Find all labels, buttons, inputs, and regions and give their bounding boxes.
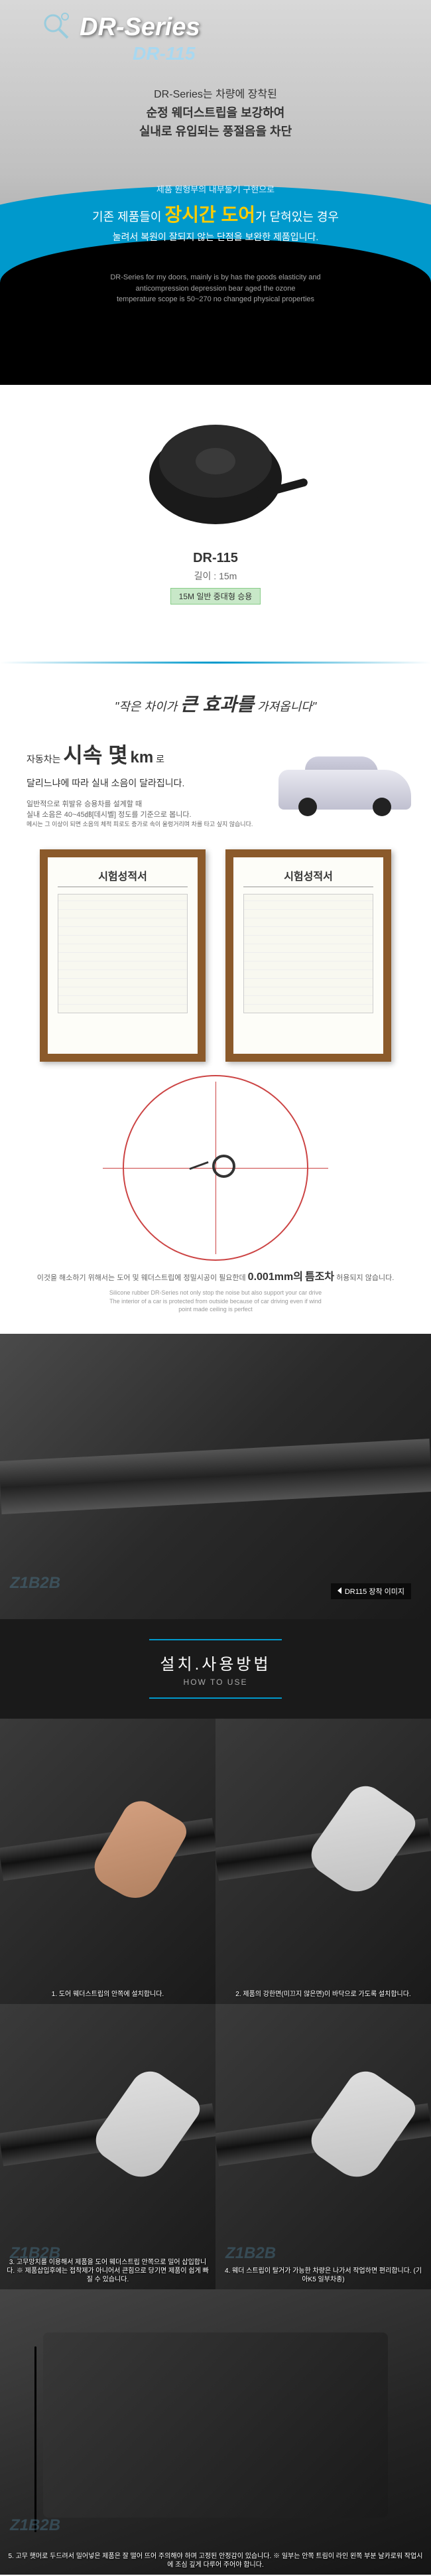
mid2a: 기존 제품들이 bbox=[92, 210, 161, 224]
model-title: DR-115 bbox=[133, 43, 195, 64]
circle-diagram bbox=[103, 1082, 328, 1254]
eng1: DR-Series for my doors, mainly is by has… bbox=[0, 272, 431, 283]
fs2: The interior of a car is protected from … bbox=[0, 1297, 431, 1306]
fine-text: 이것을 해소하기 위해서는 도어 및 웨더스트립에 정밀시공이 필요한데 0.0… bbox=[0, 1267, 431, 1283]
product-section: DR-115 길이 : 15m 15M 일반 중대형 승용 bbox=[0, 385, 431, 664]
installed-section: Z1B2B DR115 장착 이미지 bbox=[0, 1334, 431, 1619]
fs3: point made ceiling is perfect bbox=[0, 1305, 431, 1314]
ct-ro: 로 bbox=[156, 754, 164, 764]
car-block: 자동차는 시속 몇 km 로 달리느냐에 따라 실내 소음이 달라집니다. 일반… bbox=[0, 737, 431, 836]
fs1: Silicone rubber DR-Series not only stop … bbox=[0, 1289, 431, 1297]
howto-grid: 1. 도어 웨더스트립의 안쪽에 설치합니다. 2. 제품의 강한면(미끄지 않… bbox=[0, 1719, 431, 2289]
quote3: 가져옵니다" bbox=[257, 700, 316, 713]
ct-speed: 시속 몇 bbox=[63, 743, 127, 767]
step-5-cell: Z1B2B 5. 고무 햇머로 두드려서 밀어넣은 제품은 잘 떨어 뜨어 주의… bbox=[0, 2289, 431, 2575]
certificate-1: 시험성적서 bbox=[40, 849, 206, 1062]
product-coil-image bbox=[143, 425, 288, 531]
product-name: DR-115 bbox=[0, 551, 431, 566]
watermark: Z1B2B bbox=[225, 2244, 276, 2263]
ct-unit: km bbox=[131, 749, 154, 766]
step-4-cell: Z1B2B 4. 웨더 스트립이 탈거가 가능한 차량은 나가서 작업하면 편리… bbox=[216, 2004, 431, 2289]
fine-mm: 0.001mm의 bbox=[248, 1271, 303, 1283]
howto-section: 설치.사용방법 HOW TO USE 1. 도어 웨더스트립의 안쪽에 설치합니… bbox=[0, 1619, 431, 2575]
desc-line1: DR-Series는 차량에 장착된 bbox=[0, 86, 431, 104]
eng3: temperature scope is 50~270 no changed p… bbox=[0, 294, 431, 305]
installed-label: DR115 장착 이미지 bbox=[331, 1583, 411, 1599]
watermark: Z1B2B bbox=[10, 2516, 60, 2535]
cs3: 메시는 그 이상이 되면 소음의 체적 피로도 증가로 속이 울렁거리며 차를 … bbox=[27, 820, 404, 828]
step-4-caption: 4. 웨더 스트립이 탈거가 가능한 차량은 나가서 작업하면 편리합니다. (… bbox=[216, 2267, 431, 2284]
hero-mid-block: 제품 원형부의 내부둘기 구현으로 기존 제품들이 장시간 도어가 닫혀있는 경… bbox=[0, 182, 431, 244]
effect-section: "작은 차이가 큰 효과를 가져옵니다" 자동차는 시속 몇 km 로 달리느냐… bbox=[0, 664, 431, 1334]
ct1: 자동차는 bbox=[27, 754, 61, 764]
installed-label-text: DR115 장착 이미지 bbox=[345, 1588, 404, 1596]
step-2-caption: 2. 제품의 강한면(미끄지 않은면)이 바닥으로 가도록 설치합니다. bbox=[216, 1990, 431, 1999]
series-title: DR-Series bbox=[80, 13, 200, 42]
product-length: 길이 : 15m bbox=[0, 569, 431, 583]
fine2: 허용되지 않습니다. bbox=[336, 1274, 394, 1282]
step-1-caption: 1. 도어 웨더스트립의 안쪽에 설치합니다. bbox=[0, 1990, 216, 1999]
step-3-caption: 3. 고무망치를 이용해서 제품을 도어 웨더스트립 안쪽으로 밀어 삽입합니다… bbox=[0, 2258, 216, 2284]
quote2: 큰 효과를 bbox=[180, 694, 254, 715]
hero-section: DR-Series DR-115 DR-Series는 차량에 장착된 순정 웨… bbox=[0, 0, 431, 385]
quote-heading: "작은 차이가 큰 효과를 가져옵니다" bbox=[0, 690, 431, 717]
step-3-cell: Z1B2B 3. 고무망치를 이용해서 제품을 도어 웨더스트립 안쪽으로 밀어… bbox=[0, 2004, 216, 2289]
step-5-caption: 5. 고무 햇머로 두드려서 밀어넣은 제품은 잘 떨어 뜨어 주의해야 하며 … bbox=[0, 2552, 431, 2569]
mid-line2: 기존 제품들이 장시간 도어가 닫혀있는 경우 bbox=[0, 200, 431, 227]
step-2-cell: 2. 제품의 강한면(미끄지 않은면)이 바닥으로 가도록 설치합니다. bbox=[216, 1719, 431, 2004]
cert1-title: 시험성적서 bbox=[58, 867, 188, 887]
fine1: 이것을 해소하기 위해서는 도어 및 웨더스트립에 정밀시공이 필요한데 bbox=[37, 1274, 246, 1282]
mid2b-highlight: 장시간 도어 bbox=[164, 204, 255, 225]
eng2: anticompression depression bear aged the… bbox=[0, 283, 431, 295]
car-illustration bbox=[278, 756, 411, 816]
certificate-2: 시험성적서 bbox=[225, 849, 391, 1062]
ct-line2: 달리느냐에 따라 실내 소음이 달라집니다. bbox=[27, 778, 184, 788]
desc-line3: 실내로 유입되는 풍절음을 차단 bbox=[0, 122, 431, 141]
arrow-left-icon bbox=[338, 1587, 341, 1594]
howto-title-en: HOW TO USE bbox=[184, 1678, 248, 1687]
installed-photo: Z1B2B DR115 장착 이미지 bbox=[0, 1334, 431, 1619]
watermark: Z1B2B bbox=[10, 1574, 60, 1593]
fine-sub: Silicone rubber DR-Series not only stop … bbox=[0, 1289, 431, 1314]
mid2c: 가 닫혀있는 경우 bbox=[255, 210, 339, 224]
hero-english: DR-Series for my doors, mainly is by has… bbox=[0, 272, 431, 305]
mid-line1: 제품 원형부의 내부둘기 구현으로 bbox=[0, 182, 431, 195]
desc-line2: 순정 웨더스트립을 보강하여 bbox=[0, 104, 431, 123]
mid-line3: 눌려서 복원이 잘되지 않는 단점을 보완한 제품입니다. bbox=[0, 230, 431, 244]
quote1: "작은 차이가 bbox=[115, 700, 177, 713]
cert1-body bbox=[58, 894, 188, 1013]
cert2-title: 시험성적서 bbox=[243, 867, 373, 887]
certificates-row: 시험성적서 시험성적서 bbox=[0, 849, 431, 1062]
magnifier-icon bbox=[40, 10, 73, 43]
step-1-cell: 1. 도어 웨더스트립의 안쪽에 설치합니다. bbox=[0, 1719, 216, 2004]
howto-title-kr: 설치.사용방법 bbox=[160, 1651, 271, 1674]
howto-header: 설치.사용방법 HOW TO USE bbox=[0, 1619, 431, 1719]
hero-description: DR-Series는 차량에 장착된 순정 웨더스트립을 보강하여 실내로 유입… bbox=[0, 86, 431, 141]
fine-w: 틈조차 bbox=[305, 1271, 334, 1283]
cert2-body bbox=[243, 894, 373, 1013]
product-tag: 15M 일반 중대형 승용 bbox=[170, 588, 261, 605]
